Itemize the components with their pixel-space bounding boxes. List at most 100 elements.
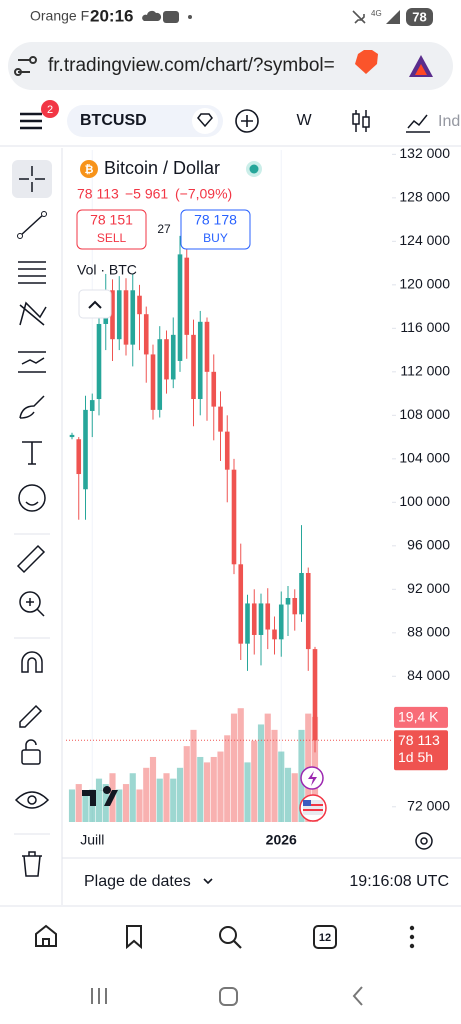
candle-body — [116, 290, 122, 340]
candle-body — [204, 321, 210, 372]
volume-bar — [217, 751, 224, 822]
clock: 20:16 — [90, 6, 133, 25]
badge-count: 2 — [47, 104, 53, 116]
buy-label[interactable]: BUY — [203, 231, 228, 245]
shackle — [25, 739, 37, 750]
date-range[interactable]: Plage de dates — [84, 873, 191, 890]
y-tick-label: 96 000 — [407, 537, 450, 553]
eye-icon[interactable] — [14, 791, 50, 809]
volume-bar — [197, 756, 204, 822]
y-tick-label: 92 000 — [407, 580, 450, 596]
handle — [17, 233, 23, 239]
home-button[interactable] — [219, 987, 238, 1006]
compare-icon[interactable] — [235, 109, 259, 133]
unlock-icon[interactable] — [21, 749, 41, 765]
tv-logo — [82, 786, 118, 806]
volume-tag-label: 19,4 K — [398, 709, 439, 725]
candle-body — [123, 290, 129, 345]
change: −5 961 — [125, 186, 168, 202]
change-pct: (−7,09%) — [175, 186, 232, 202]
symbol[interactable]: BTCUSD — [80, 112, 147, 129]
mute-icon — [352, 10, 366, 24]
volume-bar — [203, 762, 211, 822]
chart: Juill 2026 132 000 128 000 124 000 120 000 116… — [66, 145, 450, 848]
volume-bar — [143, 767, 150, 822]
cursor-icon[interactable] — [19, 166, 45, 192]
zoom-plus — [26, 598, 45, 617]
diamond-icon[interactable] — [197, 113, 213, 128]
lock-draw-icon[interactable] — [19, 704, 43, 728]
cursor-active[interactable] — [12, 160, 52, 198]
trash-icon[interactable] — [22, 851, 42, 877]
back-button[interactable] — [352, 986, 363, 1006]
sell-button[interactable] — [76, 209, 147, 250]
candle-body — [305, 572, 311, 650]
fib-icon[interactable] — [18, 261, 46, 284]
candle-body — [191, 334, 196, 400]
buy-price[interactable]: 78 178 — [194, 212, 237, 228]
sell-label[interactable]: SELL — [97, 231, 127, 245]
trendline-icon[interactable] — [19, 213, 45, 237]
pattern-icon[interactable] — [19, 301, 47, 326]
youtube-icon — [163, 11, 179, 23]
settings-icon[interactable] — [415, 832, 433, 850]
brave-icon[interactable] — [355, 50, 378, 74]
volume-bar — [183, 746, 190, 822]
candle-body — [251, 603, 257, 635]
zoom-icon[interactable] — [19, 591, 41, 613]
home-icon[interactable] — [35, 924, 57, 947]
indicators-icon[interactable] — [406, 114, 430, 133]
utc-clock[interactable]: 19:16:08 UTC — [349, 873, 449, 890]
search-icon[interactable] — [219, 926, 237, 944]
volume-bar — [82, 794, 89, 822]
candle-body — [258, 603, 264, 635]
handle — [41, 211, 47, 217]
volume-bar — [278, 751, 285, 822]
plus — [241, 115, 253, 127]
symbol-search[interactable] — [67, 105, 223, 137]
knob — [14, 68, 22, 76]
candle-body — [197, 321, 203, 400]
interval[interactable]: W — [296, 112, 312, 129]
url-bar[interactable] — [8, 42, 453, 90]
dropdown-icon[interactable] — [203, 878, 213, 885]
menu-icon[interactable] — [20, 112, 42, 130]
ruler-icon[interactable] — [16, 544, 46, 574]
buy-button[interactable] — [180, 209, 251, 250]
tab-count[interactable]: 12 — [319, 932, 331, 944]
brush-icon[interactable] — [19, 395, 45, 419]
url[interactable]: fr.tradingview.com/chart/?symbol= — [48, 55, 335, 76]
candle-icon — [352, 113, 360, 125]
candle-body — [278, 604, 284, 640]
candle-body — [299, 572, 304, 615]
forecast-icon[interactable] — [18, 351, 46, 373]
volume-bar — [116, 789, 123, 822]
candle-body — [245, 603, 250, 644]
volume-bar — [68, 789, 76, 822]
candle-body — [272, 629, 277, 640]
candle-body — [265, 603, 271, 630]
tabs-icon[interactable] — [313, 925, 337, 949]
indicators[interactable]: Ind — [438, 113, 460, 130]
candle-icon — [362, 116, 370, 128]
market-status-dot — [249, 164, 259, 174]
volume-bar — [129, 773, 136, 822]
candle-body — [143, 314, 149, 355]
y-tick-label: 100 000 — [399, 493, 450, 509]
volume-legend: Vol · BTC — [77, 262, 137, 278]
recents-button[interactable] — [91, 988, 107, 1004]
bookmark-icon[interactable] — [126, 925, 142, 950]
magnet-icon[interactable] — [21, 651, 43, 673]
volume-bar — [257, 724, 265, 822]
btc-logo — [80, 160, 98, 178]
x-tick-label: 2026 — [266, 832, 297, 848]
volume-bar — [230, 713, 238, 822]
volume-bar — [224, 735, 231, 822]
volume-bar — [95, 778, 103, 822]
emoji-icon[interactable] — [18, 484, 46, 512]
text-tool-icon[interactable] — [22, 441, 42, 465]
sell-price[interactable]: 78 151 — [90, 212, 133, 228]
collapse-button[interactable] — [78, 289, 112, 319]
menu-dot[interactable] — [409, 925, 415, 931]
candle-body — [157, 339, 163, 410]
